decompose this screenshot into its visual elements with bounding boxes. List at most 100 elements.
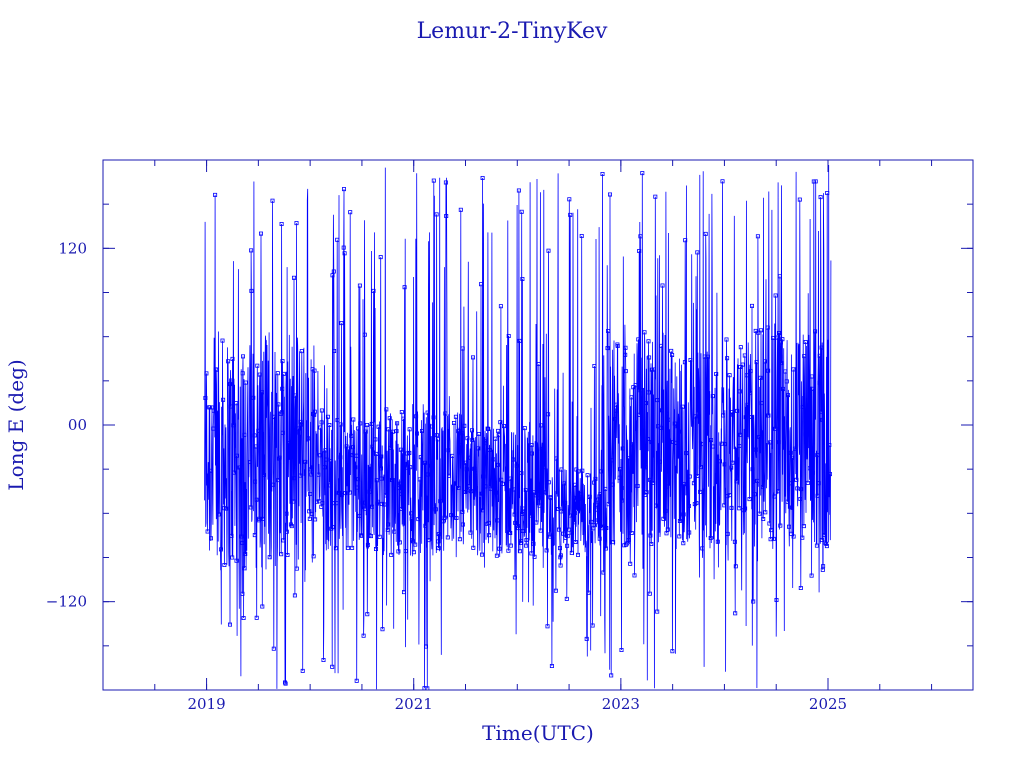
data-point [688,357,693,362]
data-point [446,448,451,453]
data-point [476,431,481,436]
data-point [434,433,439,438]
data-point [722,462,727,467]
data-point [395,421,400,426]
data-point [403,549,408,554]
data-point [280,430,285,435]
data-point [299,422,304,427]
data-point [758,375,763,380]
x-tick-label: 2023 [602,695,640,713]
data-point [505,478,510,483]
data-point [542,465,547,470]
data-point [242,566,247,571]
data-point [721,413,726,418]
data-point [544,548,549,553]
data-point [231,423,236,428]
data-point [699,442,704,447]
data-point [626,538,631,543]
data-point [757,511,762,516]
data-point [586,590,591,595]
data-point [729,465,734,470]
data-point [299,349,304,354]
data-point [423,644,428,649]
data-point [774,598,779,603]
data-point [240,541,245,546]
data-point [211,408,216,413]
data-point [331,269,336,274]
data-point [343,491,348,496]
data-point [708,536,713,541]
data-point [724,337,729,342]
x-tick-label: 2019 [187,695,225,713]
data-point [524,538,529,543]
data-point [467,484,472,489]
data-point [513,520,518,525]
data-point [672,421,677,426]
data-point [750,467,755,472]
data-point [517,549,522,554]
data-point [790,455,795,460]
data-point [281,371,286,376]
data-point [637,412,642,417]
data-point [593,476,598,481]
data-point [418,455,423,460]
data-point [309,472,314,477]
data-point [417,477,422,482]
data-point [363,506,368,511]
data-point [237,465,242,470]
data-point [759,328,764,333]
data-point [407,427,412,432]
data-point [754,447,759,452]
data-point [769,528,774,533]
data-point [345,545,350,550]
data-point [239,534,244,539]
data-point [407,450,412,455]
data-point [785,499,790,504]
data-point [795,486,800,491]
data-point [411,550,416,555]
data-point [248,505,253,510]
data-point [684,451,689,456]
data-point [659,343,664,348]
data-point [248,459,253,464]
data-point [735,408,740,413]
data-point [312,368,317,373]
chart-title: Lemur-2-TinyKev [417,19,608,44]
data-point [470,437,475,442]
data-point [371,288,376,293]
data-point [208,536,213,541]
data-point [754,360,759,365]
data-point [576,552,581,557]
data-point [465,436,470,441]
data-point [442,515,447,520]
data-point [548,496,553,501]
data-point [703,231,708,236]
data-point [508,543,513,548]
data-point [307,509,312,514]
data-point [811,386,816,391]
data-point [630,442,635,447]
data-point [398,447,403,452]
data-point [567,527,572,532]
data-point [473,470,478,475]
data-point [601,570,606,575]
data-point [294,566,299,571]
data-point [514,463,519,468]
data-point [749,414,754,419]
data-point [354,678,359,683]
data-point [487,447,492,452]
data-point [335,237,340,242]
data-point [592,363,597,368]
data-point [546,248,551,253]
data-point [693,414,698,419]
data-point [481,474,486,479]
data-point [476,446,481,451]
data-point [265,399,270,404]
data-point [275,371,280,376]
data-point [296,426,301,431]
data-point [730,460,735,465]
data-point [576,469,581,474]
data-point [348,210,353,215]
data-point [323,448,328,453]
data-point [779,361,784,366]
